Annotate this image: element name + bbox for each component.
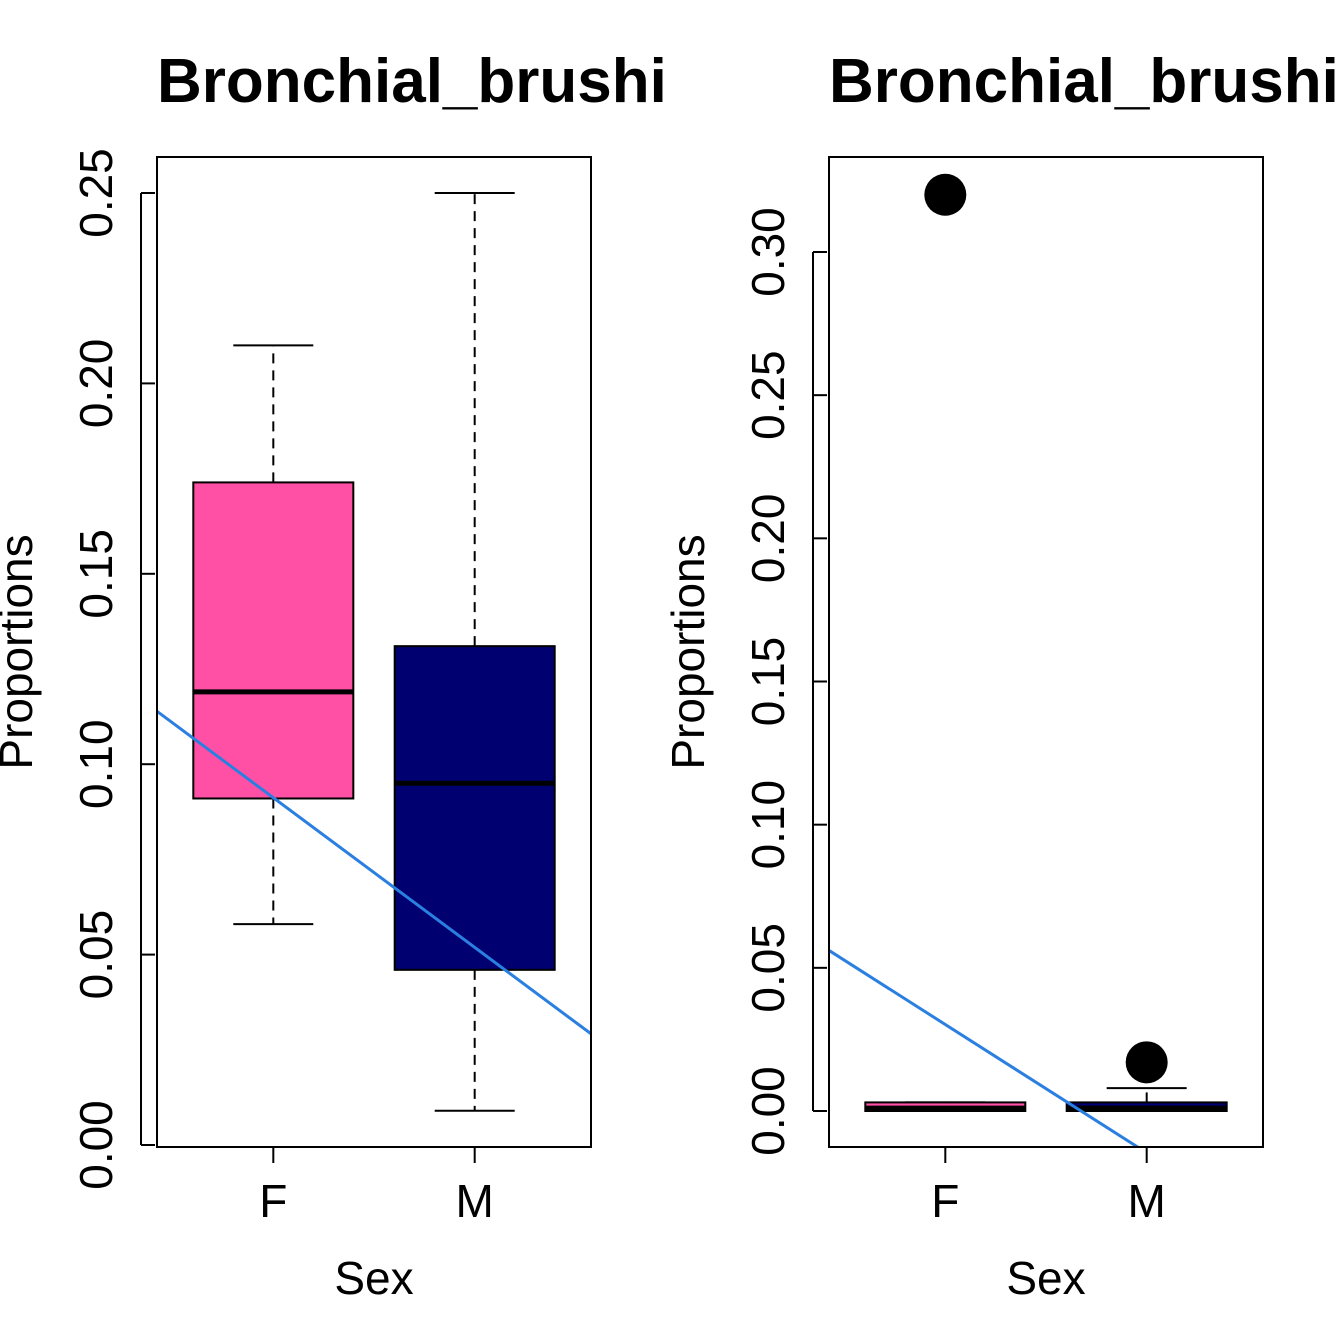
y-tick-label: 0.10 (742, 780, 794, 870)
outlier-point (924, 173, 967, 216)
box-F (864, 173, 1027, 1113)
x-tick-label: M (1128, 1175, 1166, 1227)
y-tick-label: 0.25 (70, 148, 122, 238)
box-body (393, 645, 556, 971)
panel-1: Bronchial_brushi 0.00 0.05 0.10 0.15 0.20 0.25… (0, 47, 667, 1304)
box-F (192, 344, 355, 926)
panel-2: Bronchial_brushi 0.00 0.05 0.10 0.15 0.20 0.25… (662, 47, 1339, 1304)
x-axis-label: Sex (1006, 1252, 1085, 1304)
box-M (393, 192, 556, 1112)
x-tick-label: F (259, 1175, 287, 1227)
box-body (192, 481, 355, 800)
y-tick-label: 0.15 (742, 637, 794, 727)
y-tick-label: 0.05 (742, 923, 794, 1013)
chart-title: Bronchial_brushi (157, 47, 667, 116)
y-tick-label: 0.20 (70, 339, 122, 429)
y-tick-label: 0.10 (70, 719, 122, 809)
x-axis-label: Sex (334, 1252, 413, 1304)
plot-frame (828, 156, 1264, 1148)
x-tick-label: M (456, 1175, 494, 1227)
trend-line (157, 710, 591, 1036)
y-tick-label: 0.00 (742, 1066, 794, 1156)
y-tick-label: 0.30 (742, 207, 794, 297)
y-tick-label: 0.15 (70, 529, 122, 619)
chart-title: Bronchial_brushi (829, 47, 1339, 116)
plot-frame (156, 156, 592, 1148)
trend-line (829, 949, 1141, 1147)
y-tick-label: 0.25 (742, 350, 794, 440)
outlier-point (1125, 1041, 1168, 1084)
box-M (1065, 1041, 1228, 1113)
y-axis-label: Proportions (0, 534, 42, 769)
x-tick-label: F (931, 1175, 959, 1227)
y-tick-label: 0.05 (70, 910, 122, 1000)
y-tick-label: 0.00 (70, 1100, 122, 1190)
y-tick-label: 0.20 (742, 494, 794, 584)
y-axis-label: Proportions (662, 534, 714, 769)
